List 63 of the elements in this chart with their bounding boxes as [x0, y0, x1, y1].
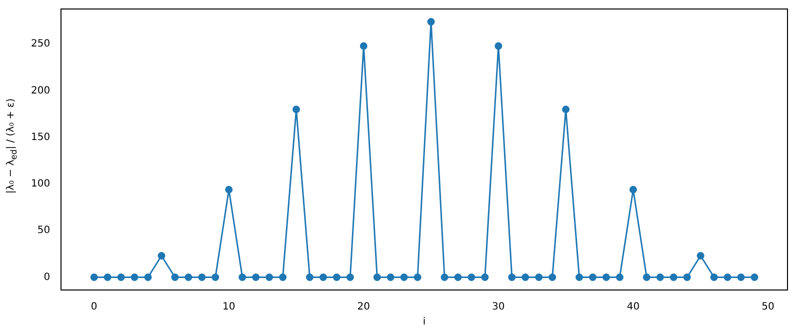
point	[440, 273, 448, 281]
point	[724, 273, 732, 281]
point	[602, 273, 610, 281]
point	[400, 273, 408, 281]
point	[360, 42, 368, 50]
point	[562, 106, 570, 114]
point	[266, 273, 274, 281]
point	[171, 273, 179, 281]
x-axis-title: i	[422, 316, 426, 328]
point	[184, 273, 192, 281]
point	[548, 273, 556, 281]
point	[522, 273, 530, 281]
point	[332, 273, 340, 281]
point	[104, 273, 112, 281]
y-tick-label: 250	[30, 38, 50, 50]
point	[481, 273, 489, 281]
y-tick-label: 50	[37, 225, 50, 236]
y-tick-label: 0	[44, 272, 50, 283]
x-tick-label: 10	[222, 302, 236, 313]
point	[373, 273, 381, 281]
point	[656, 273, 664, 281]
point	[427, 18, 435, 26]
point	[576, 273, 584, 281]
point	[508, 273, 516, 281]
point	[642, 273, 650, 281]
point	[737, 273, 745, 281]
point	[238, 273, 246, 281]
x-tick-label: 50	[762, 302, 774, 313]
point	[414, 273, 422, 281]
point	[710, 273, 718, 281]
point	[90, 273, 98, 281]
point	[629, 186, 637, 194]
point	[225, 186, 233, 194]
point	[454, 273, 462, 281]
point	[130, 273, 138, 281]
y-tick-label: 100	[30, 178, 50, 190]
point	[198, 273, 206, 281]
point	[589, 273, 597, 281]
point	[252, 273, 260, 281]
point	[386, 273, 394, 281]
point	[279, 273, 287, 281]
point	[535, 273, 543, 281]
point	[144, 273, 152, 281]
point	[319, 273, 327, 281]
point	[117, 273, 125, 281]
point	[468, 273, 476, 281]
point	[494, 42, 502, 50]
point	[212, 273, 220, 281]
point	[670, 273, 678, 281]
x-tick-label: 20	[357, 302, 370, 313]
point	[696, 252, 704, 260]
point	[292, 106, 300, 114]
point	[306, 273, 314, 281]
point	[683, 273, 691, 281]
y-tick-label: 200	[30, 85, 50, 96]
point	[158, 252, 166, 260]
point	[346, 273, 354, 281]
x-tick-label: 40	[626, 302, 640, 313]
point	[750, 273, 758, 281]
point	[616, 273, 624, 281]
x-tick-label: 30	[492, 302, 505, 313]
x-tick-label: 0	[90, 302, 98, 313]
y-tick-label: 150	[30, 132, 50, 143]
